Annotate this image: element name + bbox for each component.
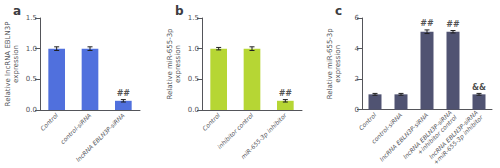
svg-text:1.0: 1.0	[26, 45, 37, 53]
svg-text:1.5: 1.5	[188, 14, 199, 22]
svg-text:expression: expression	[12, 45, 20, 83]
svg-text:expression: expression	[174, 45, 182, 83]
svg-text:0.5: 0.5	[188, 75, 199, 83]
svg-text:lncRNA EBLN3P-siRNA: lncRNA EBLN3P-siRNA	[74, 112, 126, 164]
svg-text:Relative lncRNA EBLN3P: Relative lncRNA EBLN3P	[4, 22, 12, 107]
svg-text:lncRNA EBLN3P-siRNA: lncRNA EBLN3P-siRNA	[378, 111, 430, 163]
svg-text:0.5: 0.5	[26, 75, 37, 83]
svg-text:expression: expression	[334, 45, 342, 83]
svg-text:inhibitor control: inhibitor control	[215, 111, 255, 151]
svg-text:1.0: 1.0	[188, 45, 199, 53]
svg-text:+miR-655-3p inhibitor: +miR-655-3p inhibitor	[432, 113, 485, 166]
svg-text:c: c	[335, 4, 342, 18]
svg-text:b: b	[175, 4, 184, 18]
svg-text:+inhibitor control: +inhibitor control	[415, 113, 458, 156]
svg-text:0.0: 0.0	[26, 106, 37, 114]
svg-text:&&: &&	[472, 83, 486, 92]
svg-text:4: 4	[355, 45, 360, 53]
svg-text:6: 6	[355, 14, 360, 22]
svg-text:0.0: 0.0	[188, 106, 199, 114]
svg-text:2: 2	[355, 75, 359, 83]
svg-text:1.5: 1.5	[26, 14, 37, 22]
svg-text:Relative miR-655-3p: Relative miR-655-3p	[326, 28, 334, 100]
svg-text:Control: Control	[357, 111, 378, 132]
svg-text:0: 0	[355, 106, 359, 114]
svg-text:##: ##	[117, 89, 131, 98]
svg-text:control-siRNA: control-siRNA	[369, 111, 404, 145]
svg-text:##: ##	[279, 89, 293, 98]
svg-text:miR-655-3p inhibitor: miR-655-3p inhibitor	[239, 111, 289, 161]
svg-text:##: ##	[420, 19, 434, 28]
svg-text:a: a	[13, 4, 21, 18]
svg-text:Relative miR-655-3p: Relative miR-655-3p	[166, 28, 174, 100]
svg-text:control-siRNA: control-siRNA	[59, 112, 93, 146]
svg-text:Control: Control	[39, 111, 60, 132]
svg-text:Control: Control	[201, 111, 222, 132]
svg-text:lncRNA EBLN3P-siRNA: lncRNA EBLN3P-siRNA	[427, 109, 479, 161]
svg-text:##: ##	[446, 20, 460, 29]
